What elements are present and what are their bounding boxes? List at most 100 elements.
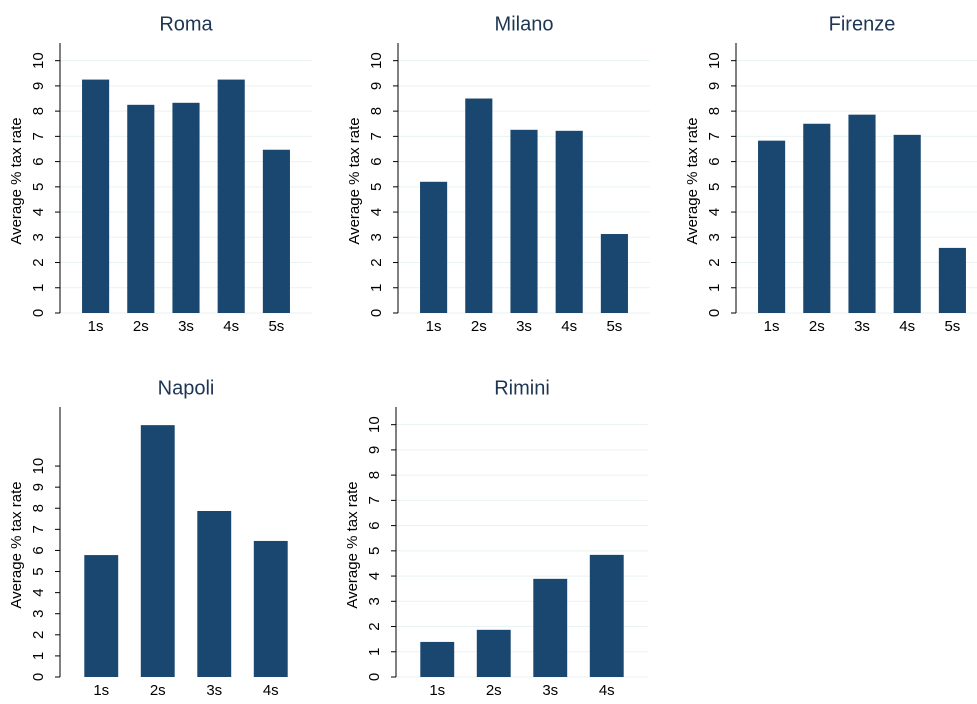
chart-title: Milano: [495, 13, 554, 35]
y-tick-label: 10: [30, 458, 47, 475]
y-tick-label: 1: [706, 284, 723, 292]
y-tick-label: 9: [706, 82, 723, 90]
bar: [82, 79, 110, 314]
bar: [197, 510, 232, 677]
y-tick-label: 3: [366, 597, 383, 605]
x-tick-label: 3s: [542, 682, 558, 699]
x-tick-label: 5s: [268, 318, 284, 335]
y-tick-label: 6: [706, 157, 723, 165]
x-tick-label: 1s: [429, 682, 445, 699]
y-tick-label: 0: [366, 673, 383, 681]
y-tick-label: 0: [368, 309, 385, 317]
bar: [758, 140, 786, 313]
y-tick-label: 3: [706, 233, 723, 241]
x-tick-label: 3s: [178, 318, 194, 335]
bar: [420, 641, 455, 677]
bar: [262, 149, 290, 313]
y-axis-label: Average % tax rate: [8, 117, 25, 244]
y-tick-label: 2: [368, 258, 385, 266]
y-tick-label: 8: [368, 107, 385, 115]
y-tick-label: 5: [30, 567, 47, 575]
bar: [589, 554, 624, 677]
bar: [465, 98, 493, 314]
y-tick-label: 7: [30, 525, 47, 533]
y-tick-label: 1: [366, 648, 383, 656]
x-tick-label: 2s: [133, 318, 149, 335]
y-tick-label: 8: [366, 471, 383, 479]
x-tick-label: 1s: [426, 318, 442, 335]
y-axis-label: Average % tax rate: [684, 117, 701, 244]
x-tick-label: 1s: [764, 318, 780, 335]
y-tick-label: 9: [368, 82, 385, 90]
bar: [127, 104, 155, 313]
y-tick-label: 6: [30, 157, 47, 165]
y-tick-label: 7: [706, 132, 723, 140]
y-tick-label: 2: [30, 258, 47, 266]
y-tick-label: 7: [30, 132, 47, 140]
y-tick-label: 10: [706, 52, 723, 69]
y-tick-label: 2: [366, 622, 383, 630]
y-tick-label: 7: [368, 132, 385, 140]
y-tick-label: 5: [706, 183, 723, 191]
x-tick-label: 2s: [486, 682, 502, 699]
bar: [253, 540, 288, 677]
x-tick-label: 4s: [561, 318, 577, 335]
chart-title: Napoli: [158, 377, 215, 399]
y-tick-label: 9: [30, 82, 47, 90]
y-tick-label: 5: [368, 183, 385, 191]
x-tick-label: 1s: [88, 318, 104, 335]
y-tick-label: 4: [30, 588, 47, 596]
y-tick-label: 3: [368, 233, 385, 241]
bar: [172, 102, 200, 313]
x-tick-label: 5s: [944, 318, 960, 335]
y-axis-label: Average % tax rate: [8, 481, 25, 608]
y-tick-label: 1: [368, 284, 385, 292]
bar: [420, 181, 448, 313]
y-tick-label: 7: [366, 496, 383, 504]
chart-title: Rimini: [494, 377, 550, 399]
x-tick-label: 3s: [206, 682, 222, 699]
y-tick-label: 8: [706, 107, 723, 115]
x-tick-label: 3s: [854, 318, 870, 335]
bar: [600, 234, 628, 313]
bar: [510, 129, 538, 313]
bar: [140, 425, 175, 677]
y-tick-label: 9: [366, 446, 383, 454]
y-tick-label: 4: [366, 572, 383, 580]
y-tick-label: 8: [30, 107, 47, 115]
y-tick-label: 4: [368, 208, 385, 216]
y-tick-label: 9: [30, 483, 47, 491]
bar: [217, 79, 245, 314]
y-tick-label: 8: [30, 504, 47, 512]
y-tick-label: 5: [366, 547, 383, 555]
chart-title: Roma: [159, 13, 213, 35]
bar: [893, 134, 921, 313]
y-tick-label: 10: [366, 416, 383, 433]
y-tick-label: 2: [30, 631, 47, 639]
y-tick-label: 1: [30, 652, 47, 660]
x-tick-label: 4s: [263, 682, 279, 699]
x-tick-label: 3s: [516, 318, 532, 335]
bar: [84, 555, 119, 677]
y-tick-label: 0: [30, 309, 47, 317]
x-tick-label: 2s: [471, 318, 487, 335]
x-tick-label: 4s: [899, 318, 915, 335]
x-tick-label: 4s: [223, 318, 239, 335]
bar: [803, 123, 831, 313]
y-tick-label: 3: [30, 233, 47, 241]
y-tick-label: 6: [368, 157, 385, 165]
y-tick-label: 10: [30, 52, 47, 69]
bar: [938, 247, 966, 313]
y-tick-label: 4: [30, 208, 47, 216]
y-tick-label: 10: [368, 52, 385, 69]
y-tick-label: 1: [30, 284, 47, 292]
x-tick-label: 5s: [606, 318, 622, 335]
bar: [848, 114, 876, 314]
chart-title: Firenze: [829, 13, 896, 35]
x-tick-label: 2s: [150, 682, 166, 699]
bar: [555, 130, 583, 313]
x-tick-label: 2s: [809, 318, 825, 335]
y-tick-label: 0: [30, 673, 47, 681]
y-tick-label: 3: [30, 610, 47, 618]
